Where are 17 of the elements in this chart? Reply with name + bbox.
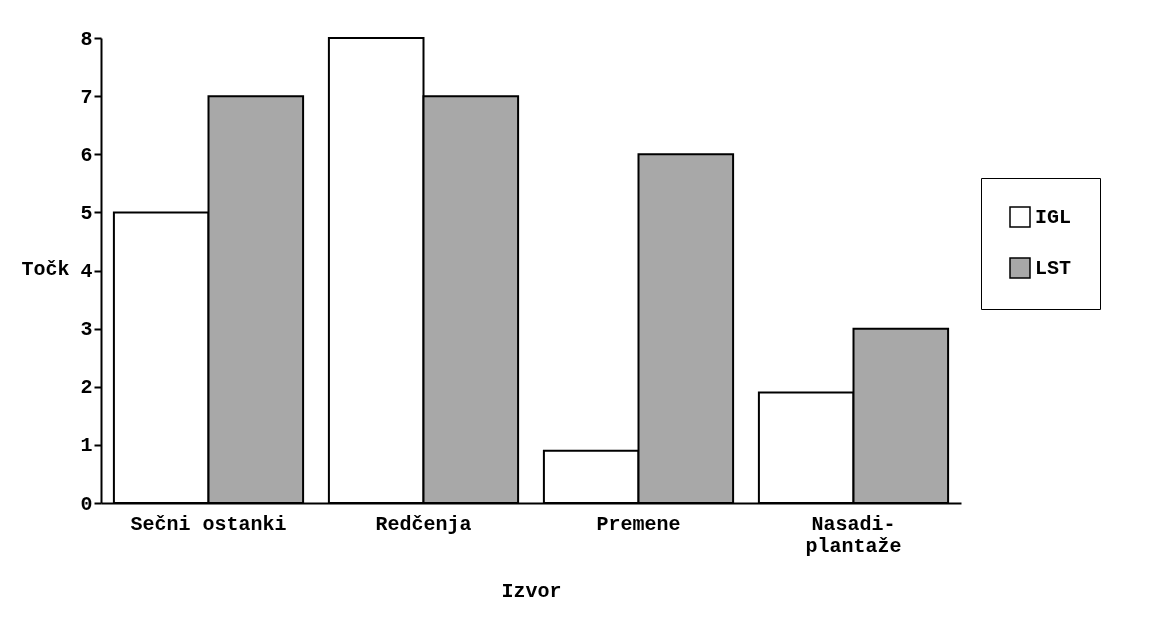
x-tick-label: Premene [596, 512, 681, 536]
x-tick-label: Redčenja [375, 512, 472, 536]
x-axis-title: Izvor [501, 579, 562, 603]
legend-label: LST [1035, 257, 1072, 280]
y-tick-label: 2 [80, 376, 93, 400]
y-tick-label: 1 [80, 434, 93, 458]
y-tick-label: 5 [80, 201, 93, 225]
y-tick-label: 8 [80, 27, 93, 51]
x-tick-label: Nasadi- plantaže [805, 512, 902, 558]
x-tick-label: Sečni ostanki [130, 512, 287, 536]
y-tick-label: 7 [80, 85, 93, 109]
y-tick-label: 3 [80, 318, 93, 342]
legend-label: IGL [1035, 206, 1072, 229]
y-tick-label: 6 [80, 143, 93, 167]
y-tick-label: 4 [80, 260, 93, 283]
y-axis-title: Točk [21, 257, 70, 281]
y-tick-label: 0 [80, 492, 93, 516]
